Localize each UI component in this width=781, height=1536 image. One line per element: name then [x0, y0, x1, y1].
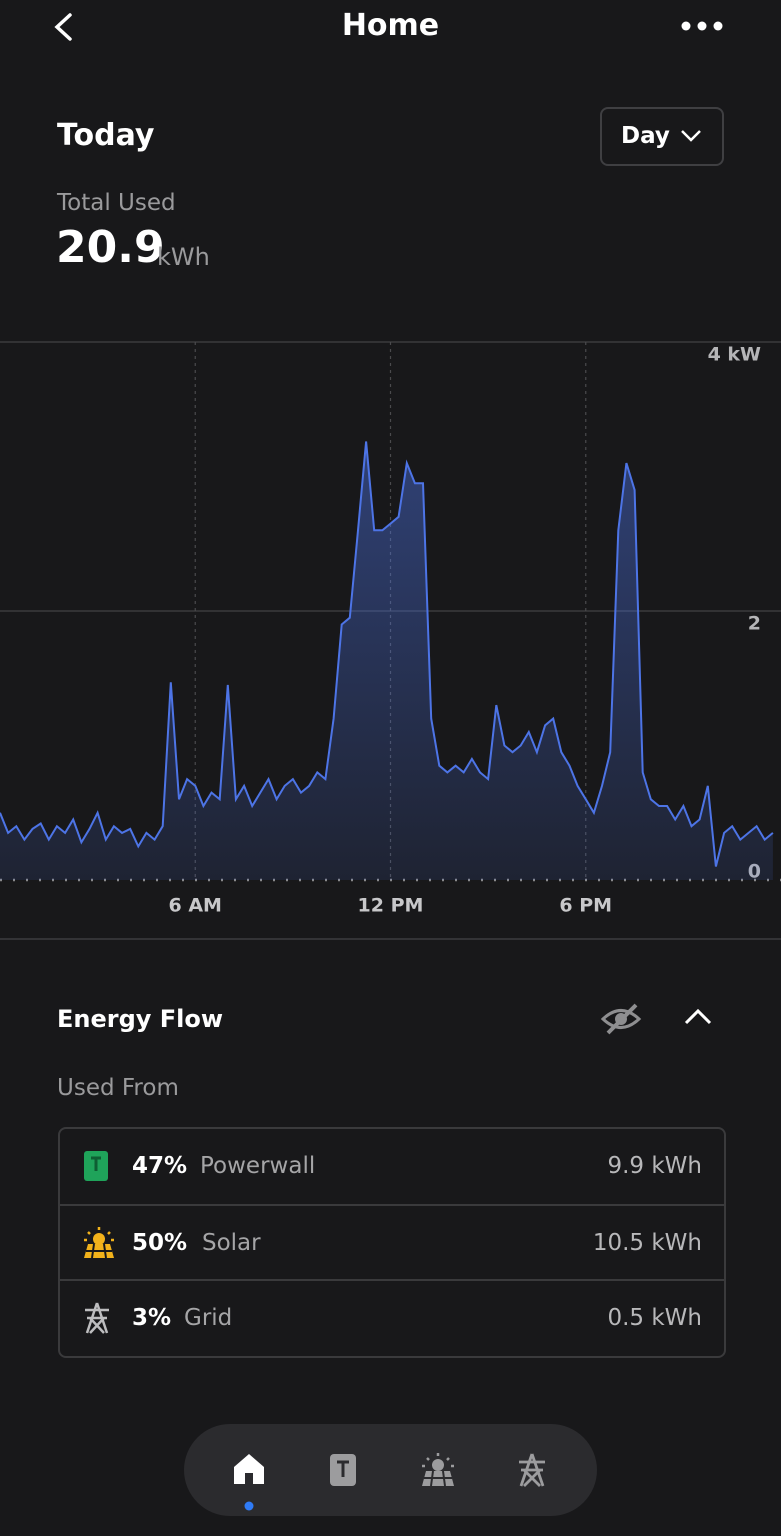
header-title: Home [341, 8, 440, 43]
back-button[interactable] [50, 12, 76, 42]
bottom-nav [184, 1424, 597, 1516]
total-label: Total Used [57, 190, 176, 216]
source-row: 47% Powerwall 9.9 kWh [60, 1129, 724, 1204]
x-tick-label: 6 PM [559, 895, 612, 917]
x-tick-label: 12 PM [358, 895, 424, 917]
y-tick-label: 4 kW [708, 344, 761, 366]
y-tick-label: 2 [748, 613, 761, 635]
period-title: Today [57, 118, 155, 153]
source-percent: 50% [132, 1230, 188, 1256]
collapse-button[interactable] [683, 1006, 713, 1026]
hide-button[interactable] [600, 1002, 642, 1036]
line [0, 441, 774, 867]
source-row: 3% Grid 0.5 kWh [60, 1279, 724, 1356]
total-value: 20.9 [56, 222, 165, 273]
source-percent: 47% [132, 1153, 188, 1179]
nav-grid[interactable] [516, 1452, 548, 1488]
more-button[interactable] [680, 18, 724, 34]
divider [0, 938, 781, 940]
used-from-label: Used From [57, 1075, 179, 1101]
source-percent: 3% [132, 1305, 172, 1331]
range-dropdown[interactable]: Day [600, 107, 724, 166]
source-amount: 10.5 kWh [592, 1230, 702, 1256]
range-label: Day [621, 123, 670, 149]
source-row: 50% Solar 10.5 kWh [60, 1204, 724, 1281]
nav-solar[interactable] [420, 1452, 456, 1488]
source-name: Powerwall [200, 1153, 316, 1179]
source-name: Solar [202, 1230, 261, 1256]
source-amount: 0.5 kWh [607, 1305, 702, 1331]
nav-powerwall[interactable] [327, 1452, 359, 1488]
x-tick-label: 6 AM [169, 895, 222, 917]
area [0, 441, 773, 880]
powerwall-icon [84, 1151, 108, 1181]
sources-table: 47% Powerwall 9.9 kWh 50% Solar 10.5 kWh… [58, 1127, 726, 1358]
energy-flow-title: Energy Flow [57, 1005, 224, 1033]
solar-icon [84, 1227, 114, 1259]
source-amount: 9.9 kWh [607, 1153, 702, 1179]
nav-active-dot [244, 1501, 254, 1511]
source-name: Grid [184, 1305, 233, 1331]
chevron-down [681, 130, 701, 142]
grid-icon [85, 1302, 109, 1334]
nav-home[interactable] [232, 1452, 266, 1486]
total-unit: kWh [157, 243, 210, 271]
